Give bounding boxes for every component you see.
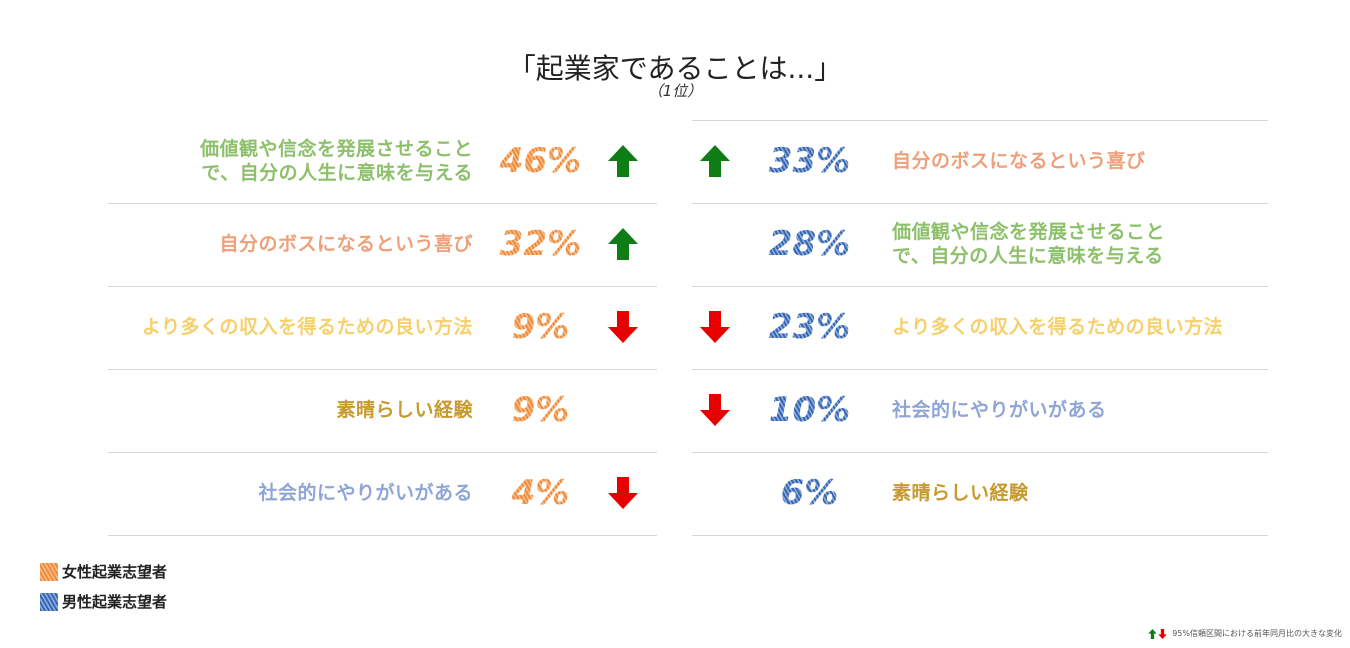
table-row: より多くの収入を得るための良い方法 9% xyxy=(108,286,657,368)
table-row: 素晴らしい経験 6% xyxy=(692,452,1268,534)
footnote-text: 95%信頼区間における前年同月比の大きな変化 xyxy=(1172,629,1342,638)
table-row: 素晴らしい経験 9% xyxy=(108,369,657,451)
percentage-value: 9% xyxy=(493,369,588,451)
change-arrow xyxy=(603,286,643,368)
chart-title: 「起業家であることは...」 xyxy=(507,52,843,85)
row-label: より多くの収入を得るための良い方法 xyxy=(108,286,473,368)
table-row: 価値観や信念を発展させること で、自分の人生に意味を与える 28% xyxy=(692,203,1268,285)
male-ranking-table: 自分のボスになるという喜び 33% 価値観や信念を発展させること で、自分の人生に意… xyxy=(692,120,1268,535)
row-label-text: 自分のボスになるという喜び xyxy=(219,233,473,255)
row-label: 価値観や信念を発展させること で、自分の人生に意味を与える xyxy=(108,120,473,202)
change-arrow xyxy=(603,203,643,285)
row-divider xyxy=(108,203,657,204)
row-label-text: 素晴らしい経験 xyxy=(336,399,473,421)
row-divider xyxy=(692,203,1268,204)
table-row: 価値観や信念を発展させること で、自分の人生に意味を与える 46% xyxy=(108,120,657,202)
row-label: 自分のボスになるという喜び xyxy=(108,203,473,285)
row-divider xyxy=(108,369,657,370)
legend-male-label: 男性起業志望者 xyxy=(62,593,168,611)
row-divider xyxy=(692,286,1268,287)
row-label-text: 社会的にやりがいがある xyxy=(892,399,1107,421)
row-divider xyxy=(108,452,657,453)
change-arrow xyxy=(603,452,643,534)
legend-female-label: 女性起業志望者 xyxy=(62,563,168,581)
change-arrow xyxy=(695,120,735,202)
change-arrow xyxy=(695,369,735,451)
row-label-text: 価値観や信念を発展させること で、自分の人生に意味を与える xyxy=(892,221,1166,267)
row-label-text: 素晴らしい経験 xyxy=(892,482,1029,504)
footnote-down-arrow-icon xyxy=(1158,628,1167,639)
row-divider xyxy=(692,535,1268,536)
up-arrow-icon xyxy=(700,145,730,177)
change-arrow xyxy=(695,286,735,368)
table-row: 社会的にやりがいがある 4% xyxy=(108,452,657,534)
percentage-value: 33% xyxy=(757,120,862,202)
table-row: より多くの収入を得るための良い方法 23% xyxy=(692,286,1268,368)
row-label: 社会的にやりがいがある xyxy=(892,369,1262,451)
legend-female: 女性起業志望者 xyxy=(40,561,167,582)
percentage-value: 23% xyxy=(757,286,862,368)
percentage-value: 46% xyxy=(493,120,588,202)
female-ranking-table: 価値観や信念を発展させること で、自分の人生に意味を与える 46% 自分のボスになる… xyxy=(108,120,657,535)
row-divider xyxy=(692,452,1268,453)
down-arrow-icon xyxy=(608,477,638,509)
table-row: 自分のボスになるという喜び 33% xyxy=(692,120,1268,202)
down-arrow-icon xyxy=(608,311,638,343)
female-swatch xyxy=(40,562,58,581)
up-arrow-icon xyxy=(608,145,638,177)
chart-subtitle: （1位） xyxy=(647,82,703,100)
row-label-text: より多くの収入を得るための良い方法 xyxy=(892,316,1224,338)
down-arrow-icon xyxy=(700,394,730,426)
row-divider xyxy=(692,120,1268,121)
row-label: 素晴らしい経験 xyxy=(892,452,1262,534)
row-label: 自分のボスになるという喜び xyxy=(892,120,1262,202)
percentage-value: 32% xyxy=(493,203,588,285)
legend-male: 男性起業志望者 xyxy=(40,591,167,612)
row-label-text: 社会的にやりがいがある xyxy=(258,482,473,504)
row-label: 素晴らしい経験 xyxy=(108,369,473,451)
down-arrow-icon xyxy=(700,311,730,343)
table-row: 社会的にやりがいがある 10% xyxy=(692,369,1268,451)
percentage-value: 28% xyxy=(757,203,862,285)
row-label-text: 自分のボスになるという喜び xyxy=(892,150,1146,172)
table-row: 自分のボスになるという喜び 32% xyxy=(108,203,657,285)
row-label: より多くの収入を得るための良い方法 xyxy=(892,286,1262,368)
up-arrow-icon xyxy=(608,228,638,260)
male-swatch xyxy=(40,592,58,611)
row-label: 価値観や信念を発展させること で、自分の人生に意味を与える xyxy=(892,203,1262,285)
row-label-text: より多くの収入を得るための良い方法 xyxy=(141,316,473,338)
footnote-up-arrow-icon xyxy=(1148,628,1157,639)
change-arrow xyxy=(603,120,643,202)
footnote: 95%信頼区間における前年同月比の大きな変化 xyxy=(1148,628,1342,639)
row-label: 社会的にやりがいがある xyxy=(108,452,473,534)
percentage-value: 10% xyxy=(757,369,862,451)
row-divider xyxy=(108,286,657,287)
percentage-value: 9% xyxy=(493,286,588,368)
row-label-text: 価値観や信念を発展させること で、自分の人生に意味を与える xyxy=(199,138,473,184)
percentage-value: 4% xyxy=(493,452,588,534)
row-divider xyxy=(108,535,657,536)
row-divider xyxy=(692,369,1268,370)
percentage-value: 6% xyxy=(757,452,862,534)
